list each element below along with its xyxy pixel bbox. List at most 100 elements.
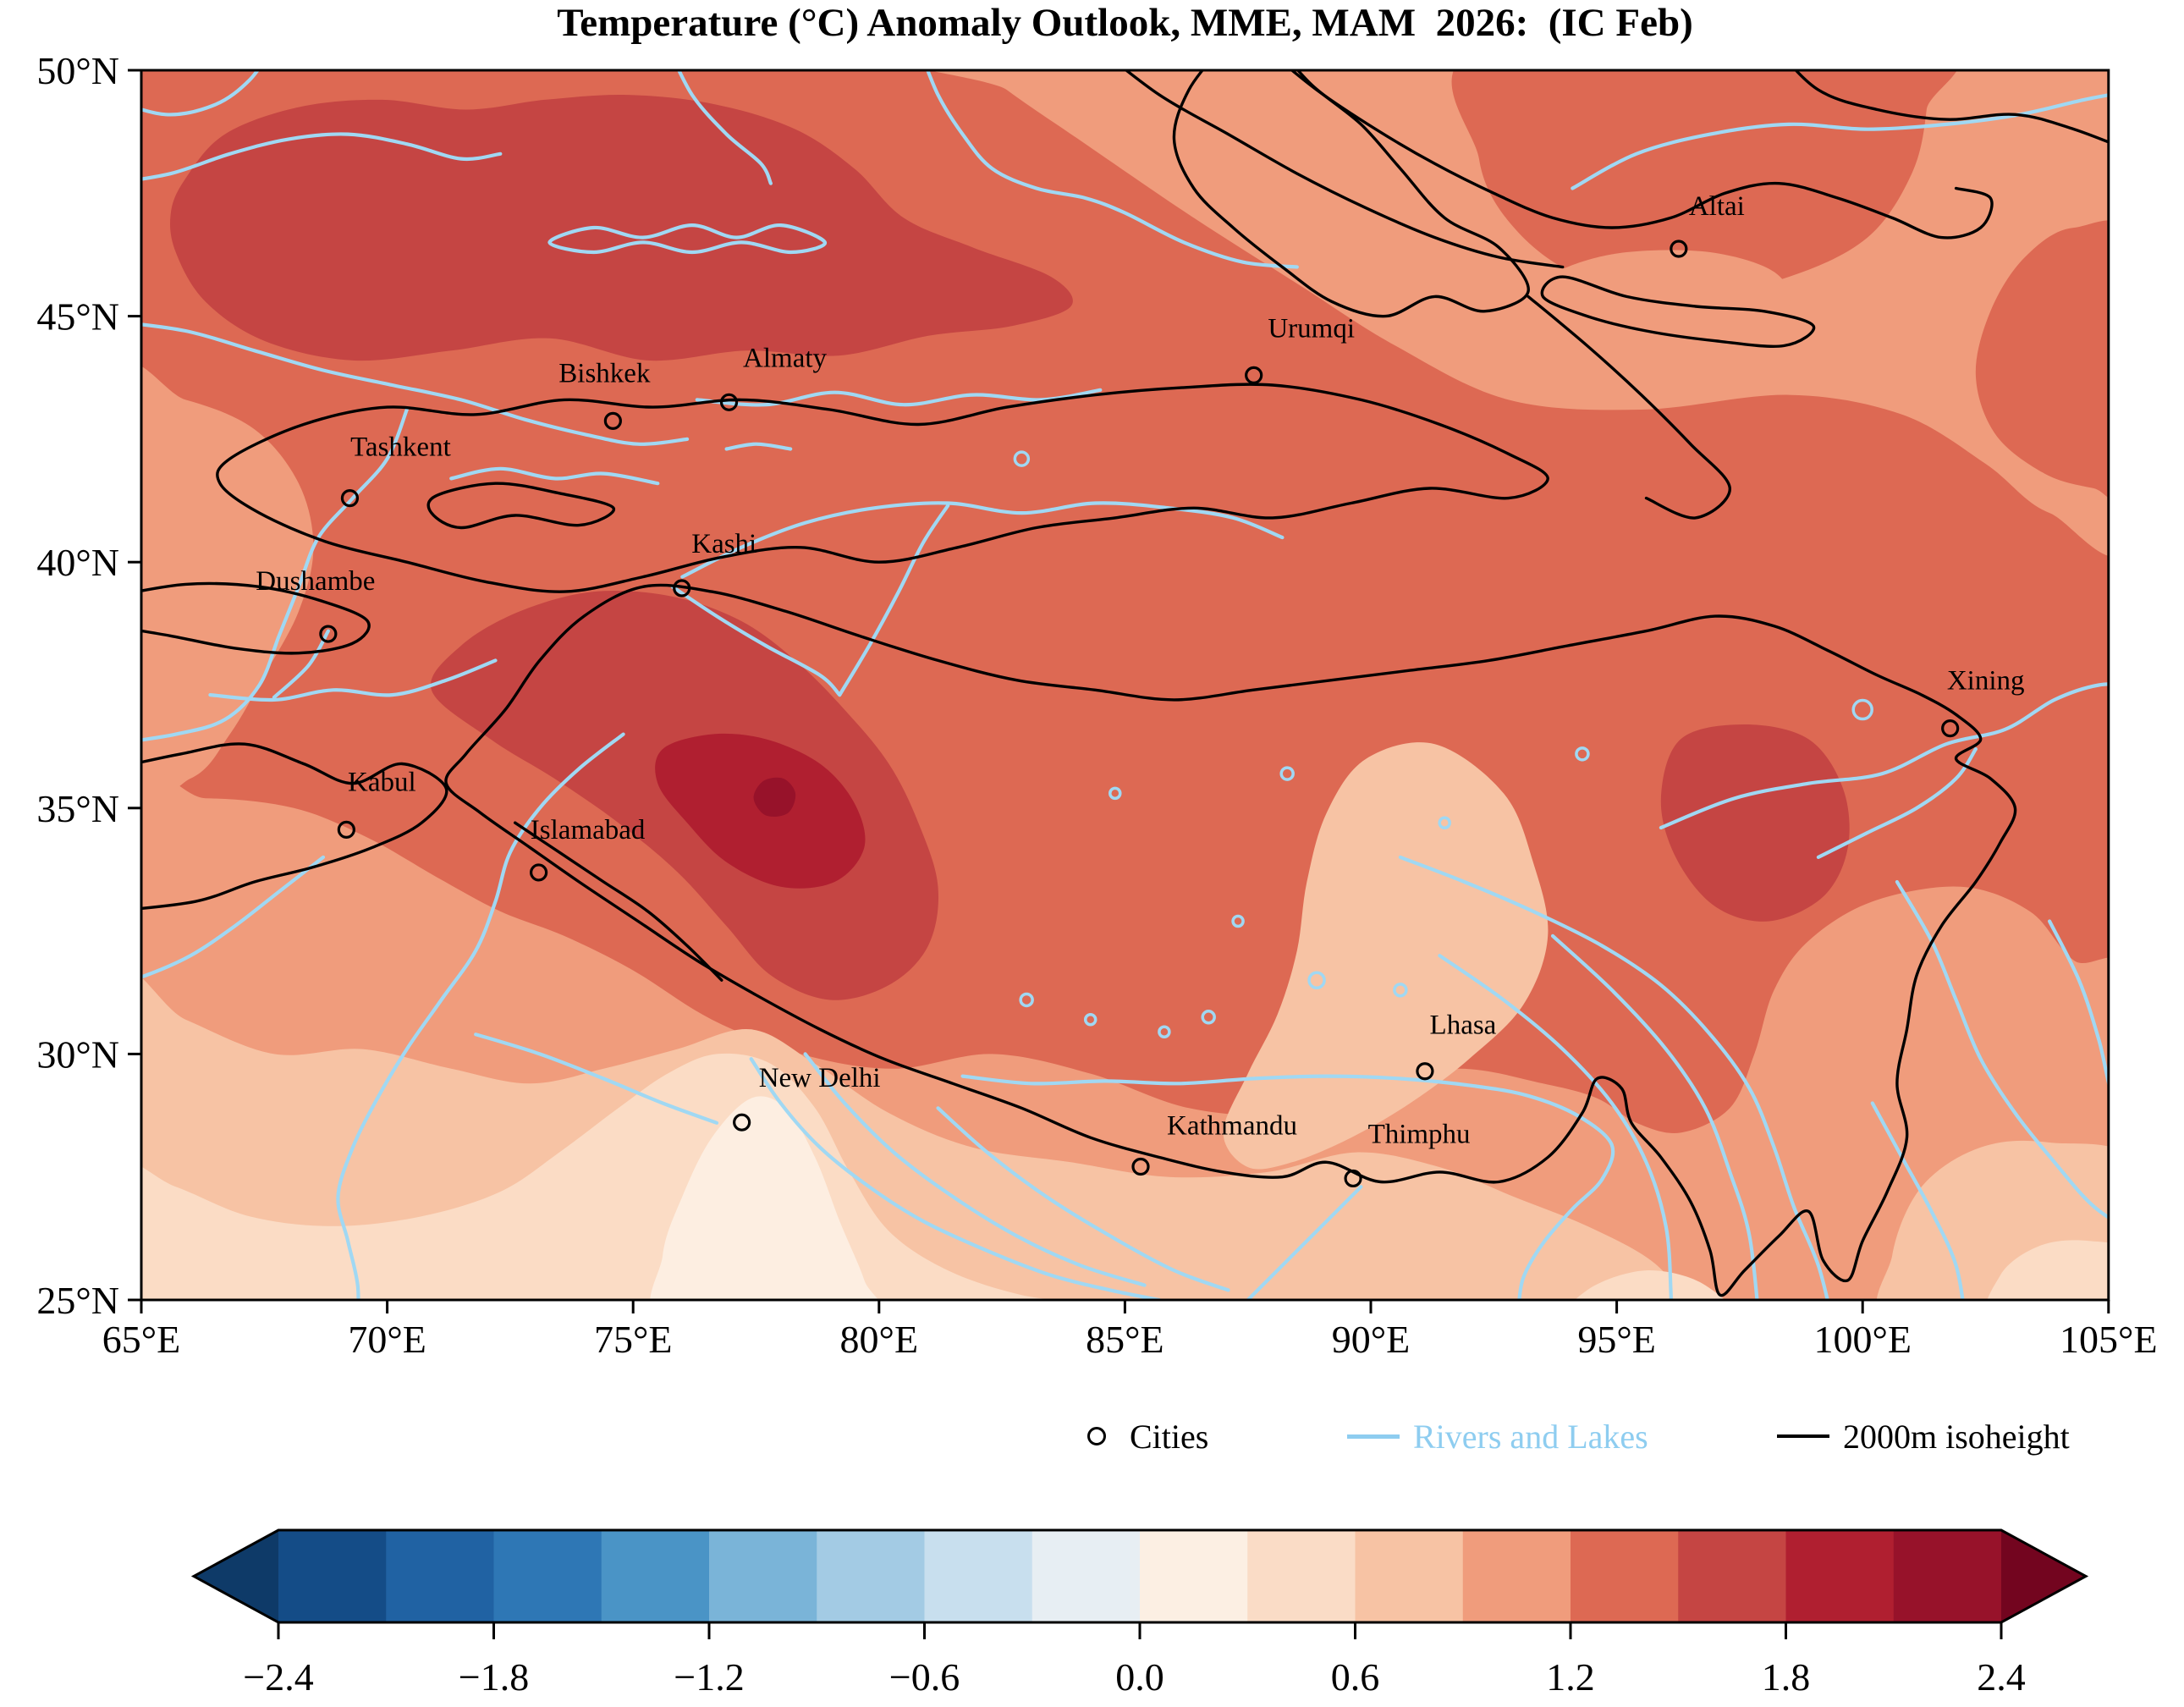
city-label-lhasa: Lhasa [1430,1010,1497,1041]
river [803,1052,1147,1287]
colorbar-over-arrow [2001,1530,2086,1622]
river [1870,1101,1965,1300]
river [141,132,503,181]
city-label-kathmandu: Kathmandu [1167,1110,1297,1141]
lake [1109,786,1122,801]
x-tick-label: 70°E [348,1318,426,1361]
river [1398,855,1829,1300]
colorbar-tick-label: 2.4 [1977,1655,2026,1699]
city-marker-dushambe [319,625,338,643]
colorbar-bin [1140,1530,1248,1622]
river [1550,933,1759,1300]
city-label-new-delhi: New Delhi [759,1063,881,1093]
colorbar-bin [1462,1530,1571,1622]
anomaly-region-0.6to0.9 [1223,742,1549,1170]
x-tick-label: 95°E [1577,1318,1656,1361]
isoheight-contour [514,821,723,982]
city-marker-islamabad [530,863,548,882]
colorbar-bin [709,1530,817,1622]
x-tick-label: 105°E [2060,1318,2158,1361]
lake [1393,983,1408,998]
river [724,442,793,451]
lake [1013,450,1031,467]
city-label-almaty: Almaty [743,343,827,373]
colorbar-tick-label: 1.2 [1546,1655,1595,1699]
river [670,585,842,697]
isoheight-contour [141,742,448,911]
anomaly-region-1.5to1.8 [169,94,1073,361]
isoheight-line-icon [1777,1434,1829,1438]
anomaly-region-0.3to0.6 [1987,1240,2109,1300]
city-label-xining: Xining [1947,666,2025,697]
colorbar-bin [1785,1530,1895,1622]
river [676,70,773,185]
city-marker-urumqi [1245,366,1263,384]
cities-layer: Altai Urumqi Almaty Bishkek Tashkent Kashi Dus… [256,191,2025,1188]
x-tick-label: 85°E [1086,1318,1164,1361]
legend-isoheight: 2000m isoheight [1777,1415,2070,1457]
river [336,732,625,1300]
river [2048,919,2109,1089]
colorbar-tick-label: 0.0 [1115,1655,1164,1699]
lake [1438,816,1451,829]
colorbar-tick-label: 0.6 [1331,1655,1380,1699]
isoheight-contour [1794,70,2109,144]
legend-isoheight-label: 2000m isoheight [1843,1417,2070,1456]
colorbar-tick-label: 1.8 [1762,1655,1811,1699]
city-marker-kashi [673,579,691,597]
rivers-layer [141,70,2109,1300]
city-label-bishkek: Bishkek [558,358,651,388]
river [272,629,330,700]
legend-rivers-label: Rivers and Lakes [1413,1417,1648,1456]
anomaly-region-0.0to0.3 [650,1096,879,1300]
anomaly-region-1.2to1.5 [1975,220,2109,498]
isoheight-contour [1124,70,1565,269]
city-marker-almaty [719,393,739,411]
colorbar-bin [817,1530,926,1622]
anomaly-region-2.1to2.4 [753,777,796,818]
colorbar-under-arrow [194,1530,278,1622]
colorbar-bin [386,1530,495,1622]
anomaly-region-0.3to0.6 [1574,1270,1725,1300]
isoheight-layer [141,70,2109,1297]
lake [1307,971,1326,989]
colorbar-bin [1678,1530,1787,1622]
city-label-dushambe: Dushambe [256,566,375,597]
colorbar: −2.4 −1.8 −1.2 −0.6 0.0 0.6 1.2 1.8 2.4 [190,1528,2089,1699]
isoheight-contour [1527,295,1731,520]
city-marker-xining [1941,719,1960,738]
colorbar-bin [278,1530,387,1622]
isoheight-contour [1290,70,1994,240]
x-tick-label: 75°E [594,1318,673,1361]
river [141,322,690,446]
x-tick-label: 80°E [840,1318,919,1361]
river [680,501,1285,579]
isoheight-contour [1540,275,1816,348]
river [449,466,660,486]
lake [1575,746,1590,762]
river [695,388,1103,407]
river [749,1057,1162,1300]
river [1895,879,2109,1220]
anomaly-region-0.9to1.2 [141,366,314,815]
y-tick-label: 50°N [36,49,119,92]
lake [1201,1010,1216,1025]
city-label-altai: Altai [1689,191,1745,222]
colorbar-bin [1893,1530,2002,1622]
city-label-tashkent: Tashkent [350,432,451,463]
temperature-field [141,70,2109,1300]
isoheight-contour [141,581,371,655]
river [960,1074,1615,1300]
city-label-islamabad: Islamabad [531,815,646,845]
y-tick-label: 30°N [36,1032,119,1076]
city-marker-lhasa [1416,1062,1434,1081]
anomaly-region-0.9to1.2 [1542,250,1791,332]
city-marker-thimphu [1344,1169,1362,1188]
river [1571,93,2109,190]
lake [1279,766,1295,781]
river [1816,747,1978,859]
city-marker-bishkek [603,411,622,430]
y-tick-label: 45°N [36,295,119,339]
isoheight-contour [216,383,1549,593]
